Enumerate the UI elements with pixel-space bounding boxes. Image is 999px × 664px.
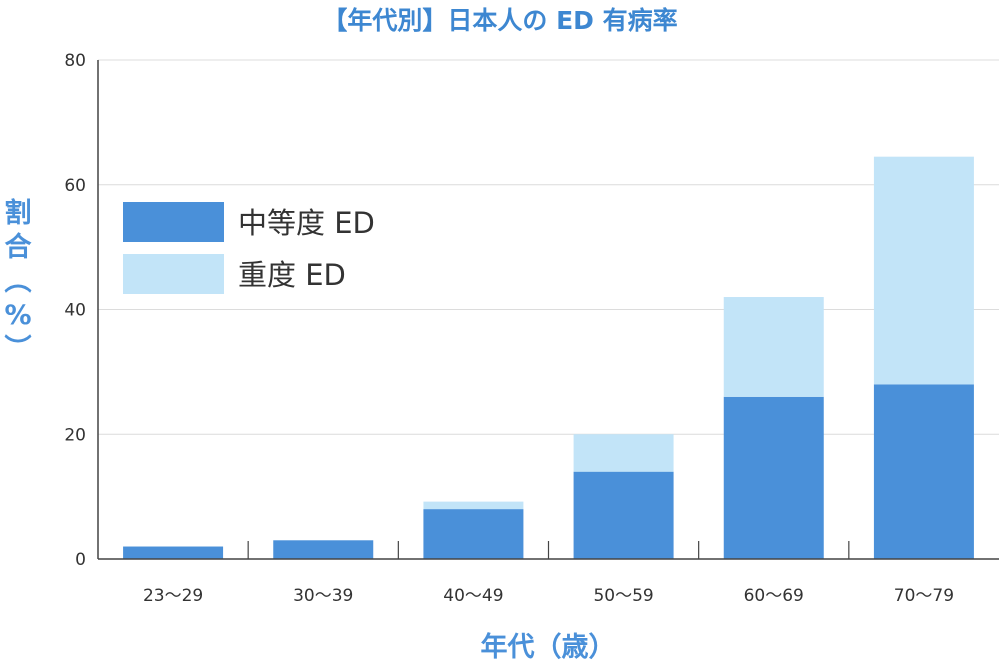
x-tick-label-50-59: 50〜59 xyxy=(593,586,653,606)
bar-moderate-50-59 xyxy=(573,471,674,559)
y-tick-label-80: 80 xyxy=(64,51,86,71)
x-tick-label-70-79: 70〜79 xyxy=(894,586,954,606)
legend-swatch-moderate xyxy=(123,202,224,242)
legend-label-severe: 重度 ED xyxy=(238,258,346,292)
x-tick-label-23-29: 23〜29 xyxy=(143,586,203,606)
bar-moderate-40-49 xyxy=(423,509,524,559)
y-tick-label-0: 0 xyxy=(75,550,86,570)
legend-swatch-severe xyxy=(123,254,224,294)
x-tick-label-30-39: 30〜39 xyxy=(293,586,353,606)
bar-severe-70-79 xyxy=(873,156,974,385)
bar-severe-50-59 xyxy=(573,434,674,472)
bars xyxy=(123,156,974,559)
legend-label-moderate: 中等度 ED xyxy=(238,206,375,240)
y-tick-label-60: 60 xyxy=(64,176,86,196)
x-tick-label-40-49: 40〜49 xyxy=(443,586,503,606)
y-tick-labels: 0 20 40 60 80 xyxy=(64,51,86,570)
x-tick-label-60-69: 60〜69 xyxy=(744,586,804,606)
bar-moderate-30-39 xyxy=(273,540,374,559)
x-axis-title: 年代（歳） xyxy=(481,631,616,663)
gridlines xyxy=(98,59,999,435)
legend: 中等度 ED 重度 ED xyxy=(123,202,375,294)
bar-moderate-60-69 xyxy=(723,396,824,559)
bar-severe-60-69 xyxy=(723,297,824,397)
y-tick-label-40: 40 xyxy=(64,301,86,321)
bar-moderate-23-29 xyxy=(123,546,224,559)
x-tick-labels: 23〜29 30〜39 40〜49 50〜59 60〜69 70〜79 xyxy=(143,586,954,606)
chart-title: 【年代別】日本人の ED 有病率 xyxy=(322,6,677,35)
y-axis-title: 割合︵% ︶ xyxy=(4,197,31,365)
axes xyxy=(97,60,999,560)
y-tick-label-20: 20 xyxy=(64,425,86,445)
bar-moderate-70-79 xyxy=(873,384,974,559)
bar-severe-40-49 xyxy=(423,501,524,510)
